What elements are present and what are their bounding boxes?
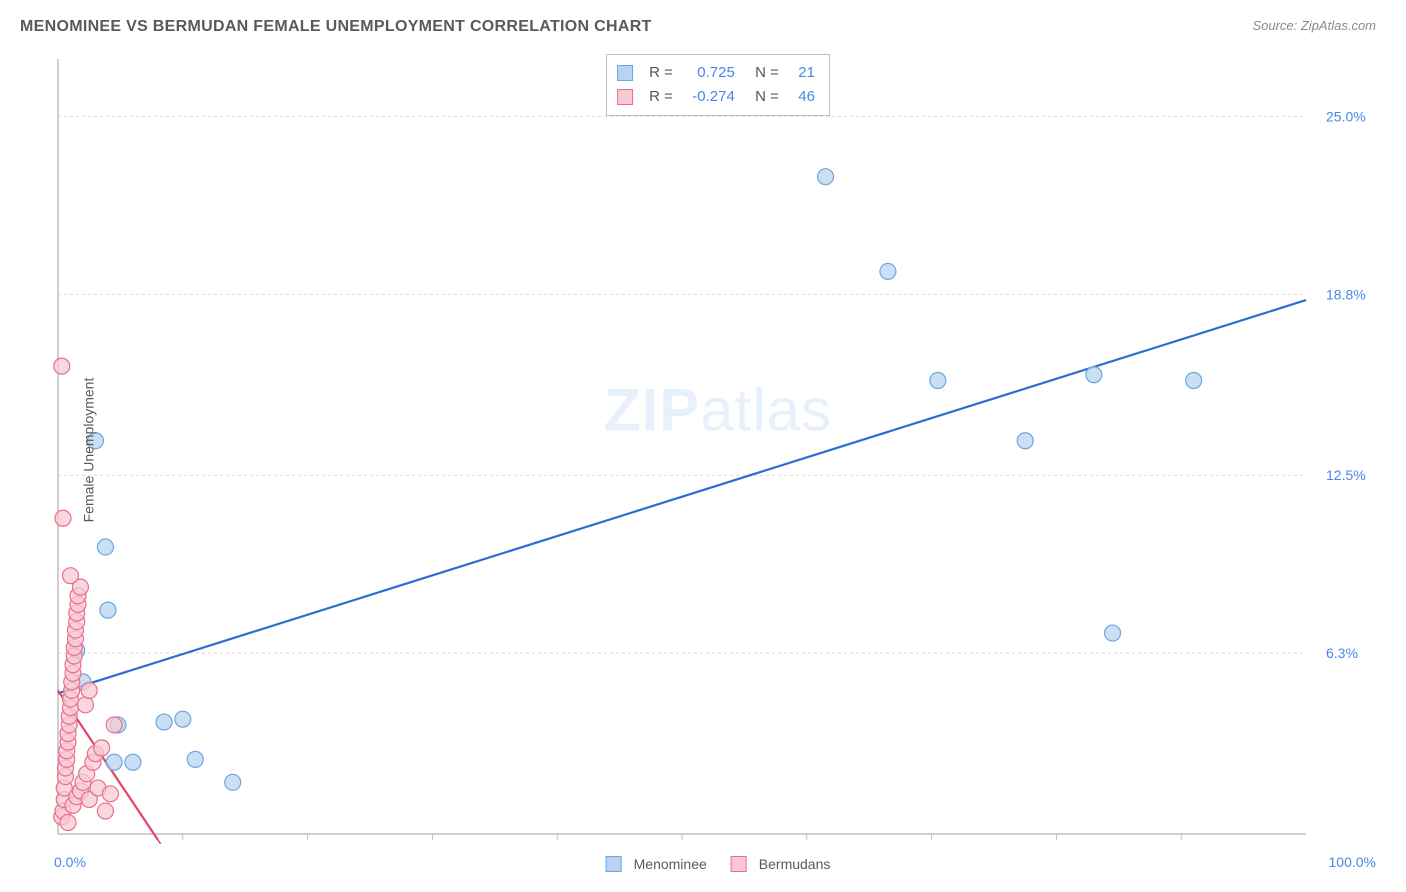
n-label: N =: [747, 61, 779, 85]
legend-swatch: [617, 89, 633, 105]
r-value: -0.274: [679, 85, 735, 109]
data-point: [818, 169, 834, 185]
data-point: [77, 697, 93, 713]
data-point: [54, 358, 70, 374]
y-axis-label: Female Unemployment: [80, 377, 96, 522]
data-point: [97, 539, 113, 555]
y-tick-label: 25.0%: [1326, 108, 1366, 124]
data-point: [1186, 372, 1202, 388]
chart-title: MENOMINEE VS BERMUDAN FEMALE UNEMPLOYMEN…: [20, 18, 652, 36]
data-point: [1017, 433, 1033, 449]
legend-row: R =0.725 N =21: [617, 61, 815, 85]
n-value: 21: [785, 61, 815, 85]
legend-row: R =-0.274 N =46: [617, 85, 815, 109]
r-value: 0.725: [679, 61, 735, 85]
y-tick-label: 6.3%: [1326, 645, 1358, 661]
y-tick-label: 18.8%: [1326, 286, 1366, 302]
data-point: [930, 372, 946, 388]
legend-label: Bermudans: [759, 856, 831, 872]
r-label: R =: [649, 85, 673, 109]
data-point: [97, 803, 113, 819]
data-point: [175, 711, 191, 727]
y-tick-label: 12.5%: [1326, 467, 1366, 483]
data-point: [60, 815, 76, 831]
data-point: [1105, 625, 1121, 641]
correlation-legend: R =0.725 N =21R =-0.274 N =46: [606, 54, 830, 116]
series-legend-item: Bermudans: [731, 856, 831, 872]
data-point: [125, 754, 141, 770]
data-point: [880, 263, 896, 279]
data-point: [225, 774, 241, 790]
data-point: [94, 740, 110, 756]
data-point: [1086, 367, 1102, 383]
legend-swatch: [617, 65, 633, 81]
data-point: [187, 751, 203, 767]
series-legend-item: Menominee: [606, 856, 707, 872]
plot-area: Female Unemployment 6.3%12.5%18.8%25.0% …: [50, 55, 1386, 844]
data-point: [156, 714, 172, 730]
data-point: [102, 786, 118, 802]
n-label: N =: [747, 85, 779, 109]
data-point: [62, 568, 78, 584]
legend-swatch: [606, 856, 622, 872]
data-point: [81, 682, 97, 698]
scatter-chart: 6.3% 12.5% 18.8% 25.0%: [50, 55, 1386, 844]
series-legend: Menominee Bermudans: [606, 856, 831, 872]
n-value: 46: [785, 85, 815, 109]
data-point: [100, 602, 116, 618]
legend-swatch: [731, 856, 747, 872]
legend-label: Menominee: [634, 856, 707, 872]
data-point: [106, 754, 122, 770]
x-origin-label: 0.0%: [54, 854, 86, 870]
data-point: [106, 717, 122, 733]
data-point: [55, 510, 71, 526]
source-label: Source: ZipAtlas.com: [1252, 18, 1376, 33]
x-max-label: 100.0%: [1329, 854, 1376, 870]
r-label: R =: [649, 61, 673, 85]
